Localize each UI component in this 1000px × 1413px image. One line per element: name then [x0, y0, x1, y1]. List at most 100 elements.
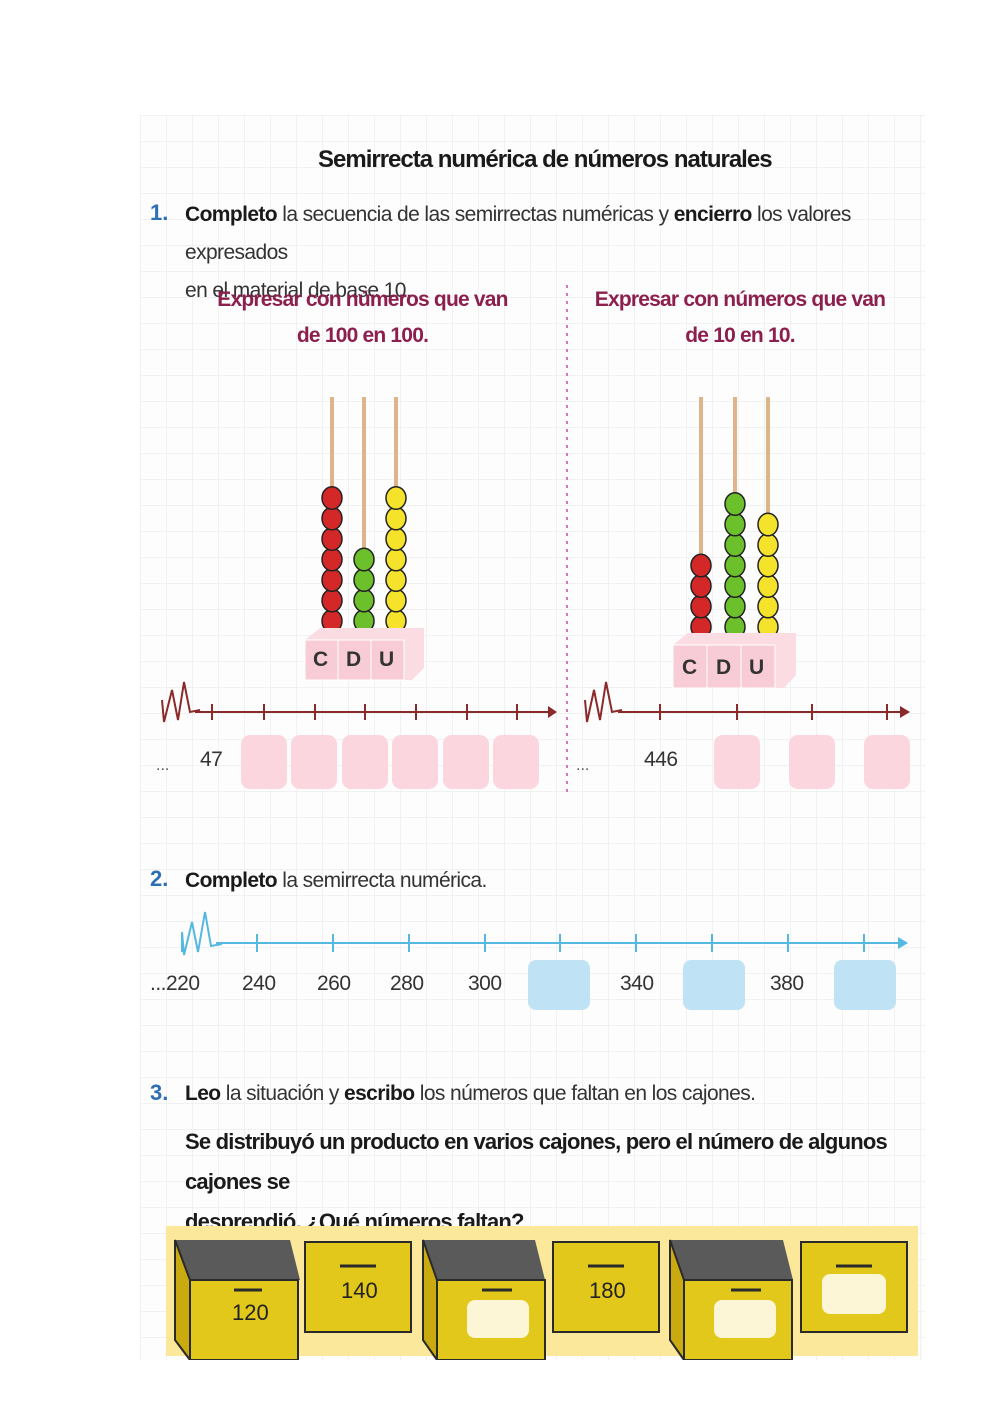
q3-verb-escribo: escribo: [344, 1082, 415, 1105]
right-base-d: [706, 644, 742, 689]
right-label-c: C: [682, 656, 697, 679]
left-bead-c-3: [321, 568, 343, 592]
right-bead-d-7: [724, 492, 746, 516]
left-bead-d-4: [353, 547, 375, 572]
q2-answer-box-3[interactable]: [834, 960, 896, 1010]
question-2-text: Completo la semirrecta numérica.: [185, 862, 487, 900]
q2-value-8: 380: [770, 972, 804, 995]
left-bead-c-7: [321, 486, 343, 510]
left-label-d: D: [346, 648, 361, 671]
left-label-u: U: [379, 648, 394, 671]
left-answer-box-1[interactable]: [241, 735, 287, 789]
left-bead-u-5: [385, 527, 407, 551]
left-bead-c-2: [321, 588, 343, 613]
left-beads-c: [321, 486, 343, 633]
right-answer-box-1[interactable]: [714, 735, 760, 789]
left-bead-u-4: [385, 547, 407, 572]
right-ellipsis: ...: [576, 757, 590, 774]
right-bead-c-2: [690, 594, 712, 619]
left-beads-d: [353, 547, 375, 633]
left-answer-box-6[interactable]: [493, 735, 539, 789]
question-1-text: Completo la secuencia de las semirrectas…: [185, 196, 915, 310]
right-line-arrow: [900, 706, 910, 718]
q1-verb-completo: Completo: [185, 203, 278, 226]
left-line-arrow: [548, 706, 557, 718]
q1-illustration: [161, 285, 910, 795]
right-beads-d: [724, 492, 746, 639]
right-bead-u-3: [757, 574, 779, 598]
drawer-3: [422, 1239, 546, 1360]
right-bead-d-2: [724, 594, 746, 619]
q2-line-arrow: [898, 937, 908, 949]
left-base-u: [370, 639, 405, 681]
left-subheading: Expresar con números que van de 100 en 1…: [190, 282, 535, 354]
right-beads-u: [757, 512, 779, 639]
q3-text-part1: la situación y: [220, 1082, 345, 1105]
left-bead-c-4: [321, 547, 343, 572]
drawer-3-answer-box[interactable]: [467, 1300, 529, 1338]
left-bead-u-2: [385, 588, 407, 613]
page-title: Semirrecta numérica de números naturales: [318, 146, 773, 173]
left-bead-u-6: [385, 506, 407, 531]
drawer-5-answer-box[interactable]: [714, 1300, 776, 1338]
right-subheading: Expresar con números que van de 10 en 10…: [565, 282, 915, 354]
q2-answer-box-1[interactable]: [528, 960, 590, 1010]
left-label-c: C: [313, 648, 328, 671]
right-line-break: [584, 681, 623, 723]
drawer-4: [552, 1241, 660, 1333]
right-answer-box-3[interactable]: [864, 735, 910, 789]
q2-value-1: 240: [242, 972, 276, 995]
drawer-1: [174, 1239, 300, 1360]
left-bead-d-2: [353, 588, 375, 613]
right-abacus: [672, 397, 796, 689]
q3-situation-line1: Se distribuyó un producto en varios cajo…: [185, 1129, 888, 1194]
right-answer-box-2[interactable]: [789, 735, 835, 789]
left-subheading-line2: de 100 en 100.: [296, 324, 429, 347]
left-number-line: [161, 681, 557, 723]
right-bead-c-4: [690, 553, 712, 578]
left-bead-d-3: [353, 568, 375, 592]
q1-text-part2: los valores expresados: [185, 203, 851, 264]
q2-text-rest: la semirrecta numérica.: [277, 869, 487, 892]
q2-number-line: [181, 911, 908, 956]
left-answer-box-2[interactable]: [291, 735, 337, 789]
q1-text-line2: en el material de base 10.: [185, 279, 412, 302]
q2-value-0: ...220: [150, 972, 200, 995]
q2-answer-box-2[interactable]: [683, 960, 745, 1010]
left-beads-u: [385, 486, 407, 633]
left-abacus: [304, 397, 424, 681]
drawer-2: [304, 1241, 412, 1333]
right-bead-c-3: [690, 574, 712, 598]
right-bead-d-5: [724, 533, 746, 557]
right-start-value: 446: [644, 748, 678, 771]
left-base-d: [337, 639, 372, 681]
left-start-value: 47: [200, 748, 223, 771]
q3-verb-leo: Leo: [185, 1082, 221, 1105]
question-2-number: 2.: [150, 866, 169, 891]
left-answer-box-5[interactable]: [443, 735, 489, 789]
q3-text-part2: los números que faltan en los cajones.: [414, 1082, 756, 1105]
question-3-number: 3.: [150, 1080, 169, 1105]
right-beads-c: [690, 553, 712, 639]
right-subheading-line1: Expresar con números que van: [594, 288, 886, 311]
right-base-c: [672, 644, 708, 689]
drawer-1-number: 120: [232, 1300, 269, 1325]
left-bead-c-6: [321, 506, 343, 531]
drawer-2-number: 140: [341, 1278, 378, 1303]
left-bead-c-5: [321, 527, 343, 551]
right-bead-u-2: [757, 594, 779, 619]
q1-verb-encierro: encierro: [673, 203, 753, 226]
right-bead-d-6: [724, 512, 746, 537]
drawer-5: [669, 1239, 793, 1360]
drawer-4-number: 180: [589, 1278, 626, 1303]
question-3-text: Leo la situación y escribo los números q…: [185, 1075, 756, 1113]
right-bead-d-3: [724, 574, 746, 598]
q2-value-6: 340: [620, 972, 654, 995]
left-bead-u-7: [385, 486, 407, 510]
drawer-6-answer-box[interactable]: [822, 1274, 886, 1314]
right-label-d: D: [716, 656, 731, 679]
question-1-number: 1.: [150, 200, 169, 225]
left-answer-box-3[interactable]: [342, 735, 388, 789]
left-answer-box-4[interactable]: [392, 735, 438, 789]
left-ellipsis: ...: [156, 757, 170, 774]
